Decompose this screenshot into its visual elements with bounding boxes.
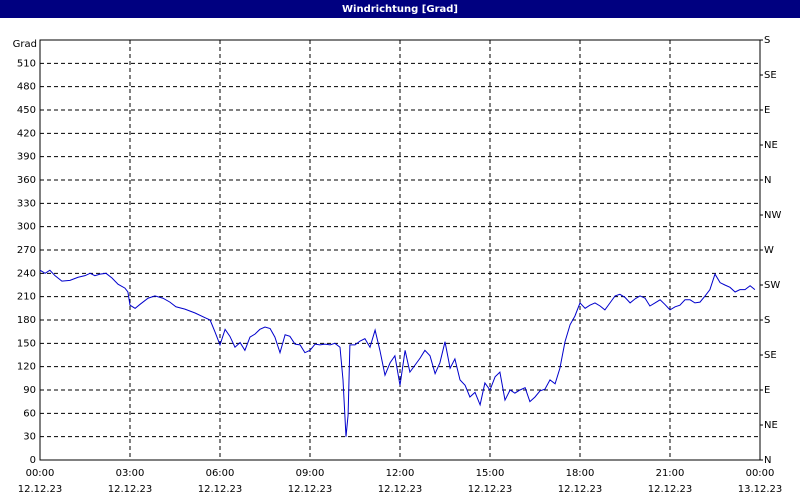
window-title: Windrichtung [Grad] bbox=[342, 4, 458, 15]
y-tick-label: 180 bbox=[17, 315, 36, 326]
y2-tick-label: N bbox=[764, 175, 771, 186]
y-tick-label: 120 bbox=[17, 362, 36, 373]
x-tick-label: 21:00 bbox=[656, 468, 685, 479]
y-tick-label: 450 bbox=[17, 105, 36, 116]
x-tick-date: 12.12.23 bbox=[648, 484, 693, 495]
x-tick-label: 03:00 bbox=[116, 468, 145, 479]
x-tick-date: 12.12.23 bbox=[108, 484, 153, 495]
y-tick-label: 390 bbox=[17, 152, 36, 163]
y-tick-label: 240 bbox=[17, 268, 36, 279]
y2-tick-label: S bbox=[764, 35, 770, 46]
y-tick-label: 510 bbox=[17, 58, 36, 69]
x-tick-label: 15:00 bbox=[476, 468, 505, 479]
y-tick-label: 90 bbox=[23, 385, 36, 396]
y-tick-label: 360 bbox=[17, 175, 36, 186]
y-tick-label: 300 bbox=[17, 222, 36, 233]
y-tick-label: 60 bbox=[23, 408, 36, 419]
y-tick-label: 420 bbox=[17, 128, 36, 139]
y2-tick-label: NW bbox=[764, 210, 781, 221]
y2-tick-label: E bbox=[764, 385, 770, 396]
y-tick-label: 30 bbox=[23, 432, 36, 443]
y2-tick-label: NE bbox=[764, 420, 778, 431]
y-axis-label: Grad bbox=[13, 39, 37, 50]
x-tick-date: 13.12.23 bbox=[738, 484, 783, 495]
y2-tick-label: S bbox=[764, 315, 770, 326]
x-tick-label: 18:00 bbox=[566, 468, 595, 479]
x-tick-label: 09:00 bbox=[296, 468, 325, 479]
y-tick-label: 270 bbox=[17, 245, 36, 256]
data-line bbox=[39, 269, 756, 437]
y2-tick-label: NE bbox=[764, 140, 778, 151]
y2-tick-label: SE bbox=[764, 70, 777, 81]
x-tick-label: 12:00 bbox=[386, 468, 415, 479]
y2-tick-label: SW bbox=[764, 280, 780, 291]
x-tick-date: 12.12.23 bbox=[558, 484, 603, 495]
x-tick-label: 06:00 bbox=[206, 468, 235, 479]
title-bar bbox=[0, 0, 800, 18]
y-tick-label: 210 bbox=[17, 292, 36, 303]
y2-tick-label: N bbox=[764, 455, 771, 466]
y2-tick-label: SE bbox=[764, 350, 777, 361]
x-tick-label: 00:00 bbox=[26, 468, 55, 479]
y-tick-label: 150 bbox=[17, 338, 36, 349]
x-tick-label: 00:00 bbox=[746, 468, 775, 479]
plot: 0 30 60 90 120 150 180 210 240 270 300 330 360 390 420… bbox=[17, 35, 782, 495]
x-tick-date: 12.12.23 bbox=[288, 484, 333, 495]
x-tick-date: 12.12.23 bbox=[378, 484, 423, 495]
y-tick-label: 480 bbox=[17, 82, 36, 93]
y2-tick-label: E bbox=[764, 105, 770, 116]
x-tick-date: 12.12.23 bbox=[198, 484, 243, 495]
y2-tick-label: W bbox=[764, 245, 774, 256]
y-tick-label: 0 bbox=[30, 455, 36, 466]
x-tick-date: 12.12.23 bbox=[468, 484, 513, 495]
y-tick-label: 330 bbox=[17, 198, 36, 209]
x-tick-date: 12.12.23 bbox=[18, 484, 63, 495]
